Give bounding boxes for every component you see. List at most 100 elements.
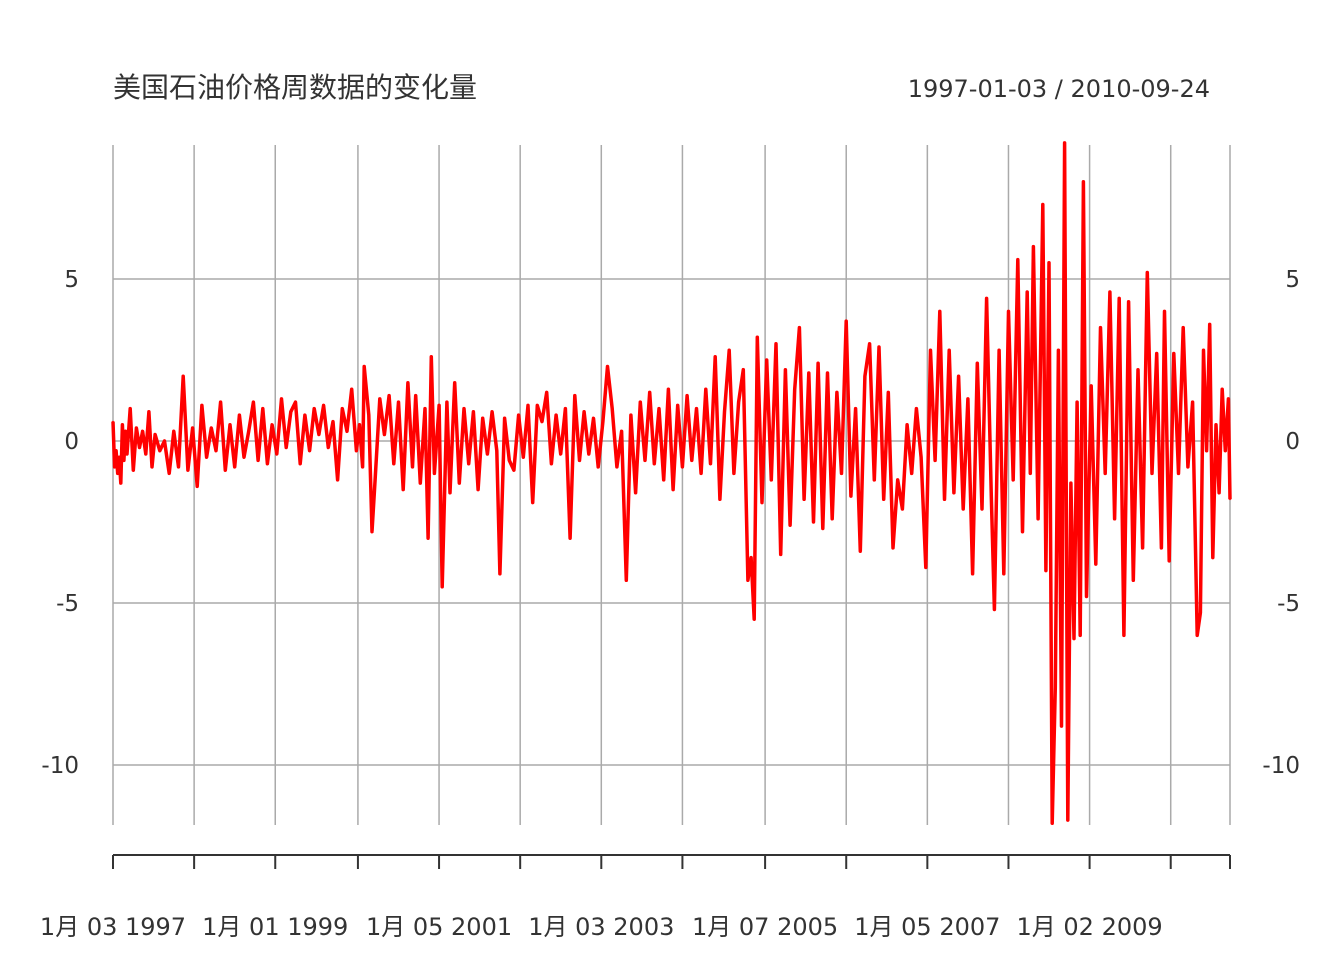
data-point	[1021, 530, 1024, 533]
data-point	[350, 388, 353, 391]
data-point	[812, 521, 815, 523]
y-tick-label-left: 0	[64, 429, 79, 455]
data-point	[620, 430, 623, 433]
data-point	[402, 488, 405, 491]
data-point	[233, 466, 236, 468]
data-point	[430, 355, 433, 358]
data-point	[606, 365, 609, 368]
data-point	[1032, 245, 1035, 248]
chart-title: 美国石油价格周数据的变化量	[113, 71, 477, 104]
data-point	[859, 550, 862, 553]
data-point	[210, 427, 213, 429]
data-point	[467, 462, 470, 465]
data-point	[144, 453, 147, 455]
data-point	[817, 362, 819, 365]
data-point	[358, 423, 361, 426]
data-point	[648, 391, 651, 394]
data-point	[929, 349, 932, 352]
y-tick-label-right: 0	[1285, 429, 1300, 455]
data-point	[388, 394, 390, 397]
data-point	[1002, 572, 1005, 575]
data-point	[135, 427, 138, 429]
data-point	[205, 456, 208, 459]
data-point	[1090, 385, 1093, 387]
data-point	[123, 459, 125, 462]
data-point	[993, 608, 996, 611]
data-point	[124, 430, 127, 433]
data-point	[129, 407, 132, 410]
data-point	[503, 417, 506, 420]
data-point	[308, 449, 311, 452]
data-point	[1099, 326, 1102, 329]
data-point	[686, 394, 688, 397]
data-point	[154, 433, 157, 436]
data-point	[625, 579, 628, 582]
data-point	[761, 501, 763, 504]
data-point	[676, 404, 679, 407]
data-point	[587, 453, 590, 455]
data-point	[219, 401, 222, 403]
data-point	[1057, 349, 1060, 352]
data-point	[1137, 368, 1139, 371]
data-point	[458, 482, 461, 484]
data-point	[892, 547, 894, 549]
data-point	[1177, 472, 1180, 475]
data-point	[252, 401, 255, 403]
data-point	[545, 391, 548, 394]
data-point	[639, 401, 642, 403]
data-point	[998, 349, 1000, 352]
data-point	[1123, 634, 1125, 637]
data-point	[1054, 686, 1057, 689]
data-point	[826, 372, 829, 374]
data-point	[1048, 261, 1050, 264]
data-point	[784, 368, 787, 371]
data-point	[1208, 323, 1211, 326]
data-point	[266, 462, 269, 465]
data-point	[1094, 563, 1097, 565]
data-point	[182, 375, 185, 378]
data-point	[569, 537, 571, 540]
x-axis: 1月 03 1997 1月 01 1999 1月 05 2001 1月 03 2003…	[40, 854, 1231, 941]
data-point	[285, 446, 288, 449]
data-point	[215, 449, 217, 452]
data-point	[517, 414, 520, 416]
data-point	[491, 410, 493, 413]
data-point	[1218, 491, 1220, 494]
data-point	[355, 449, 358, 452]
data-point	[967, 398, 969, 400]
y-tick-label-left: 5	[64, 267, 79, 293]
data-point	[943, 498, 946, 501]
data-point	[896, 479, 899, 481]
data-point	[113, 466, 116, 468]
data-point	[407, 381, 409, 384]
data-point	[1211, 556, 1214, 559]
data-point	[753, 618, 756, 621]
data-point	[990, 495, 993, 497]
data-point	[449, 491, 451, 494]
data-point	[427, 537, 429, 540]
data-point	[1051, 822, 1054, 825]
data-point	[976, 362, 979, 365]
data-point	[121, 423, 124, 426]
data-point	[1045, 569, 1047, 572]
data-point	[1151, 472, 1153, 475]
data-point	[536, 404, 539, 407]
data-point	[168, 472, 171, 475]
data-point	[1070, 482, 1072, 484]
data-point	[592, 417, 595, 420]
data-point	[112, 420, 114, 423]
data-point	[1118, 297, 1121, 300]
data-point	[257, 459, 259, 462]
data-point	[1160, 547, 1163, 549]
data-point	[948, 349, 951, 352]
data-point	[1076, 401, 1078, 403]
data-point	[243, 456, 245, 459]
data-point	[1229, 498, 1231, 501]
data-point	[177, 466, 180, 468]
data-point	[414, 394, 417, 397]
data-point	[304, 414, 306, 416]
data-point	[1227, 398, 1230, 400]
data-point	[118, 456, 121, 459]
data-point	[1085, 595, 1088, 598]
data-point	[704, 388, 707, 391]
